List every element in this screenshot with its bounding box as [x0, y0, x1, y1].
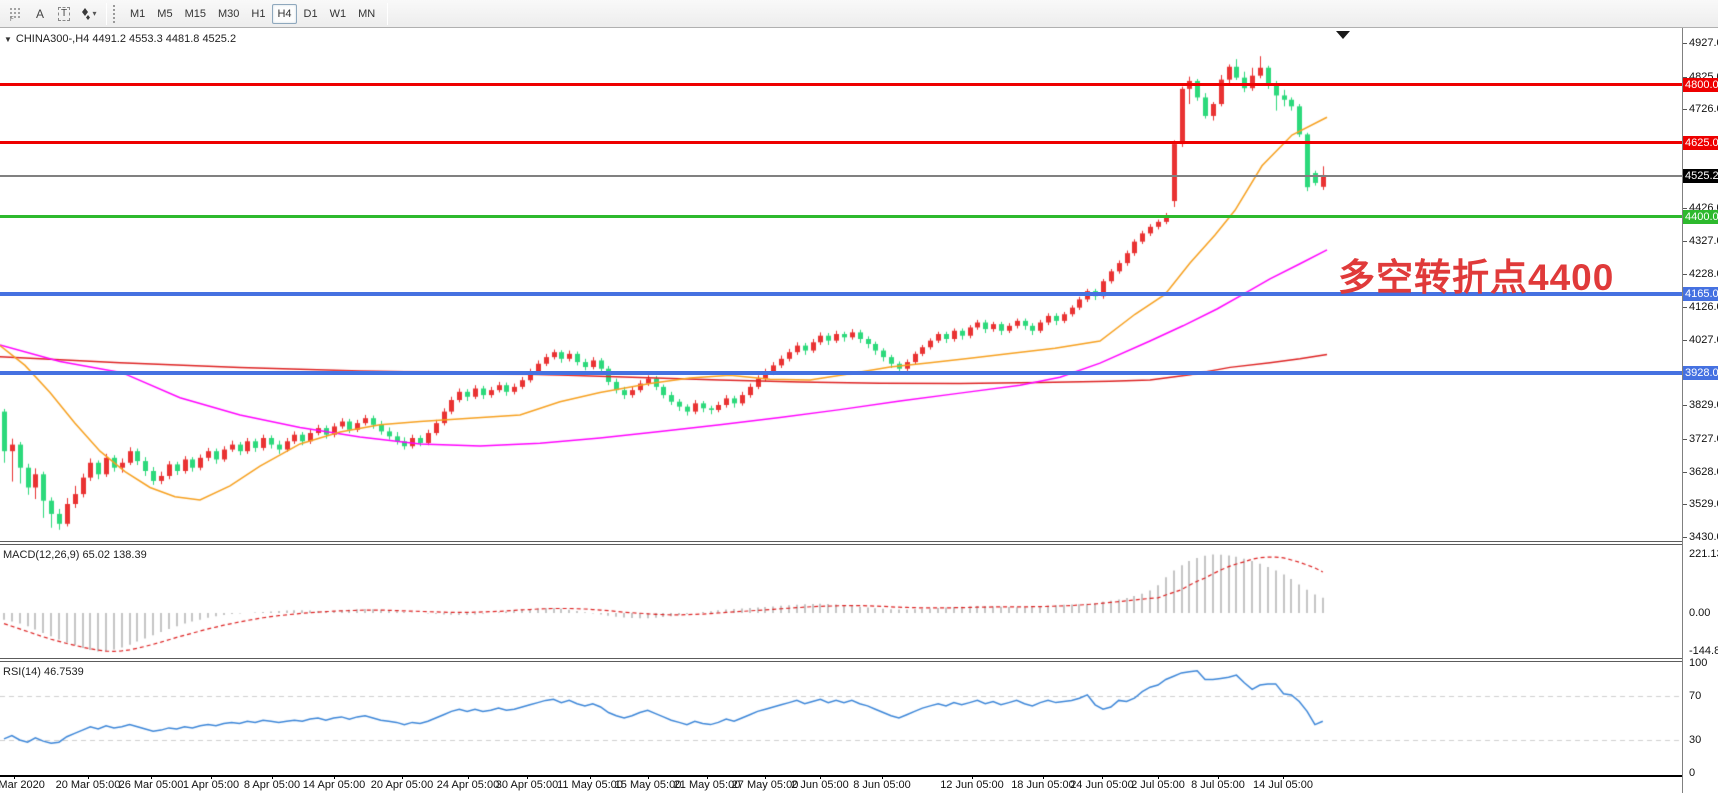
timeframe-button-h4[interactable]: H4 [272, 3, 297, 24]
dropdown-caret-icon: ▾ [92, 9, 97, 18]
hline-3928.0[interactable] [0, 370, 1682, 375]
macd-label: MACD(12,26,9) 65.02 138.39 [3, 549, 147, 561]
time-axis-label: 20 Apr 05:00 [370, 779, 434, 791]
hline-4625.0[interactable] [0, 141, 1682, 145]
time-axis-label: 11 May 05:00 [557, 779, 623, 791]
time-axis-tick [468, 777, 469, 779]
chart-workspace: ▼ CHINA300-,H4 4491.2 4553.3 4481.8 4525… [0, 28, 1718, 793]
time-axis-tick [972, 777, 973, 779]
price-chart-canvas[interactable] [0, 28, 1682, 541]
symbol-ohlc-label[interactable]: ▼ CHINA300-,H4 4491.2 4553.3 4481.8 4525… [4, 33, 236, 45]
timeframe-button-w1[interactable]: W1 [329, 7, 347, 20]
grid-dots-glyph: F [10, 7, 20, 21]
time-axis-label: 12 Jun 05:00 [940, 779, 1004, 791]
grid-dots-icon[interactable]: F [5, 4, 27, 24]
time-axis-tick [151, 777, 152, 779]
chart-panes: ▼ CHINA300-,H4 4491.2 4553.3 4481.8 4525… [0, 28, 1682, 793]
symbol-ohlc-text: CHINA300-,H4 4491.2 4553.3 4481.8 4525.2 [15, 33, 237, 45]
time-axis-tick [1218, 777, 1219, 779]
time-axis-label: 14 Jul 05:00 [1253, 779, 1313, 791]
time-axis-tick [211, 777, 212, 779]
time-axis-tick [334, 777, 335, 779]
pane-splitter[interactable] [0, 541, 1682, 545]
time-axis-label: 21 May 05:00 [673, 779, 741, 791]
hline-4165.0[interactable] [0, 292, 1682, 297]
time-axis-tick [707, 777, 708, 779]
price-badge-3928.0: 3928.0 [1683, 365, 1718, 380]
price-badge-4525.2: 4525.2 [1683, 168, 1718, 183]
time-axis-tick [14, 777, 15, 779]
time-axis-label: 27 May 05:00 [731, 779, 799, 791]
pane-splitter[interactable] [0, 658, 1682, 662]
price-badge-4165.0: 4165.0 [1683, 287, 1718, 302]
time-axis-tick [590, 777, 591, 779]
time-axis-label: 24 Jun 05:00 [1070, 779, 1134, 791]
timeframe-button-m30[interactable]: M30 [217, 7, 240, 20]
time-axis-tick [88, 777, 89, 779]
time-axis-label: 16 Mar 2020 [0, 779, 45, 791]
time-axis-label: 14 Apr 05:00 [302, 779, 366, 791]
price-badge-4400.0: 4400.0 [1683, 209, 1718, 224]
time-axis-tick [1283, 777, 1284, 779]
price-axis[interactable]: 4800.0 4625.0 4525.2 4400.0 4165.0 3928.0 4927… [1682, 28, 1718, 793]
time-axis-tick [882, 777, 883, 779]
time-axis-label: 18 Jun 05:00 [1011, 779, 1075, 791]
symbol-dropdown-icon: ▼ [4, 34, 12, 44]
time-axis-label: 26 Mar 05:00 [118, 779, 184, 791]
rsi-canvas[interactable] [0, 662, 1682, 775]
chart-shift-marker[interactable] [1336, 31, 1350, 39]
timeframe-button-mn[interactable]: MN [358, 7, 376, 20]
hline-4525.2[interactable] [0, 174, 1682, 177]
time-axis-label: 15 May 05:00 [614, 779, 682, 791]
text-tool-icon[interactable]: T [53, 4, 75, 24]
time-axis-label: 24 Apr 05:00 [436, 779, 500, 791]
time-axis-tick [1043, 777, 1044, 779]
timeframe-button-m1[interactable]: M1 [130, 7, 146, 20]
time-axis-tick [648, 777, 649, 779]
toolbar-separator [106, 2, 107, 25]
timeframe-button-h1[interactable]: H1 [251, 7, 266, 20]
macd-canvas[interactable] [0, 545, 1682, 658]
time-axis-label: 20 Mar 05:00 [55, 779, 121, 791]
time-axis-label: 8 Jul 05:00 [1191, 779, 1245, 791]
text-label-tool-icon[interactable]: A [35, 6, 44, 21]
rsi-label: RSI(14) 46.7539 [3, 666, 84, 678]
svg-text:F: F [10, 17, 14, 21]
annotation-text[interactable]: 多空转折点4400 [1338, 257, 1615, 298]
time-axis-label: 8 Jun 05:00 [853, 779, 911, 791]
rsi-pane: RSI(14) 46.7539 [0, 662, 1682, 775]
toolbar: F A T ▾ M1 M5 M15 M30 H1 H4 D1 W1 MN [0, 0, 1718, 28]
time-axis-tick [1158, 777, 1159, 779]
hline-4400.0[interactable] [0, 215, 1682, 219]
time-axis-label: 8 Apr 05:00 [243, 779, 301, 791]
time-axis-label: 2 Jun 05:00 [791, 779, 849, 791]
time-axis-line [0, 775, 1682, 777]
macd-pane: MACD(12,26,9) 65.02 138.39 [0, 545, 1682, 658]
time-axis-tick [272, 777, 273, 779]
shapes-tool-icon[interactable]: ▾ [77, 4, 99, 24]
drawing-tools-group: F A T ▾ [0, 0, 104, 28]
timeframe-button-m15[interactable]: M15 [184, 7, 206, 20]
toolbar-separator [387, 2, 389, 25]
time-axis-tick [1102, 777, 1103, 779]
text-tool-glyph: T [57, 6, 71, 21]
time-axis-label: 2 Jul 05:00 [1131, 779, 1185, 791]
hline-4800.0[interactable] [0, 83, 1682, 87]
price-badge-4800.0: 4800.0 [1683, 77, 1718, 92]
time-axis-tick [402, 777, 403, 779]
toolbar-drag-handle[interactable] [112, 3, 117, 24]
time-axis-tick [527, 777, 528, 779]
time-axis-label: 30 Apr 05:00 [495, 779, 559, 791]
timeframe-group: M1 M5 M15 M30 H1 H4 D1 W1 MN [120, 0, 385, 28]
price-pane: ▼ CHINA300-,H4 4491.2 4553.3 4481.8 4525… [0, 28, 1682, 541]
timeframe-button-m5[interactable]: M5 [157, 7, 173, 20]
time-axis-tick [765, 777, 766, 779]
shapes-glyph [82, 7, 91, 20]
time-axis-label: 1 Apr 05:00 [182, 779, 240, 791]
timeframe-button-d1[interactable]: D1 [303, 7, 318, 20]
price-badge-4625.0: 4625.0 [1683, 135, 1718, 150]
time-axis-tick [820, 777, 821, 779]
